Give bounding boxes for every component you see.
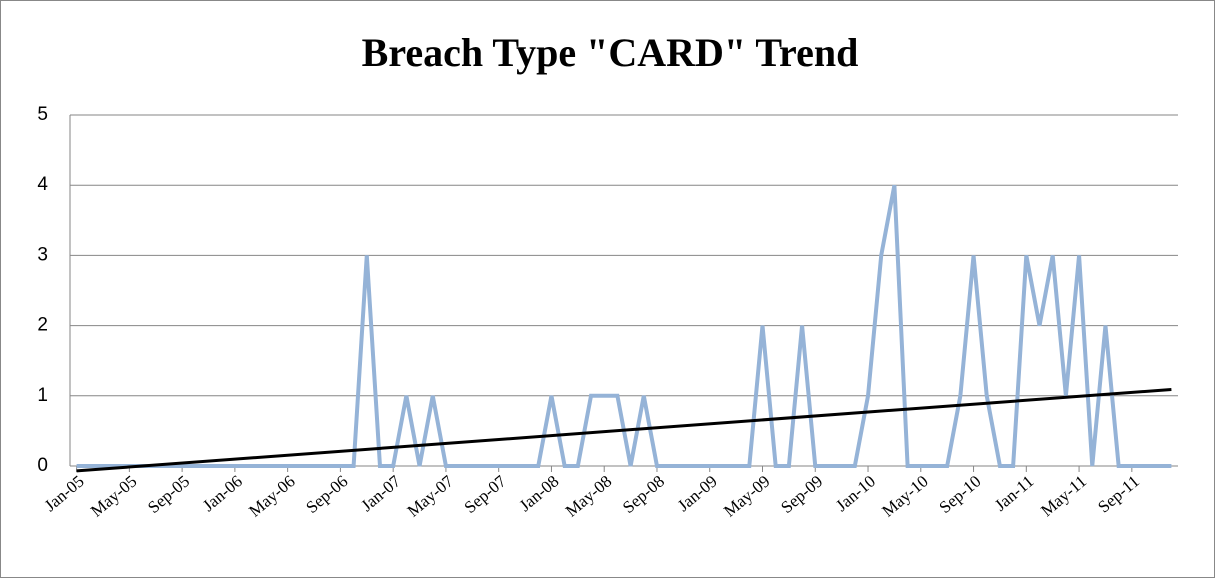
y-tick-label: 5 <box>37 104 48 125</box>
y-tick-label: 4 <box>37 174 48 195</box>
y-tick-label: 3 <box>37 244 48 265</box>
chart-title: Breach Type "CARD" Trend <box>362 30 859 75</box>
y-tick-label: 1 <box>37 385 48 406</box>
trend-line <box>76 387 1172 473</box>
y-tick-label: 2 <box>37 315 48 336</box>
y-tick-label: 0 <box>37 455 48 476</box>
